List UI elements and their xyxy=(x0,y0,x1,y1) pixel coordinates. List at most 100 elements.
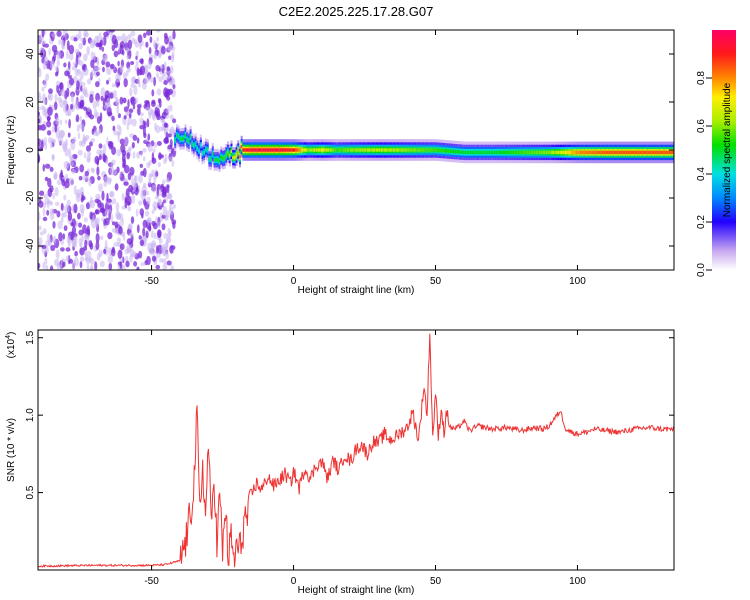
noise-blob xyxy=(121,192,125,201)
trace-cell xyxy=(273,148,276,152)
trace-cell xyxy=(535,150,538,155)
noise-blob xyxy=(59,263,63,270)
noise-blob xyxy=(126,200,131,206)
noise-blob xyxy=(163,199,166,204)
noise-blob xyxy=(109,92,114,99)
noise-blob xyxy=(56,50,61,60)
trace-cell xyxy=(453,149,456,154)
trace-cell xyxy=(469,150,471,155)
trace-cell xyxy=(245,148,248,152)
trace-cell xyxy=(583,150,586,155)
noise-blob xyxy=(165,240,169,249)
trace-cell xyxy=(549,150,552,155)
trace-cell xyxy=(624,150,626,155)
trace-cell xyxy=(361,148,364,152)
trace-cell xyxy=(193,144,195,148)
noise-blob xyxy=(151,89,155,97)
noise-blob xyxy=(155,65,161,72)
snr-frame xyxy=(37,329,675,571)
trace-cell xyxy=(184,133,187,137)
trace-cell xyxy=(249,148,252,152)
noise-blob xyxy=(96,99,100,107)
noise-blob xyxy=(139,239,145,247)
trace-cell xyxy=(496,150,499,155)
trace-cell xyxy=(564,150,567,155)
trace-cell xyxy=(550,150,553,155)
trace-cell xyxy=(331,148,333,152)
trace-cell xyxy=(668,150,671,155)
trace-cell xyxy=(201,151,204,156)
noise-blob xyxy=(144,121,147,129)
noise-blob xyxy=(60,247,65,252)
noise-blob xyxy=(80,197,84,203)
trace-cell xyxy=(283,148,286,152)
noise-blob xyxy=(72,136,77,143)
trace-cell xyxy=(441,148,444,153)
noise-blob xyxy=(78,176,83,181)
noise-blob xyxy=(101,46,105,52)
noise-blob xyxy=(43,194,48,199)
trace-cell xyxy=(383,148,386,152)
noise-blob xyxy=(158,204,163,210)
noise-blob xyxy=(152,148,156,153)
trace-cell xyxy=(566,150,569,155)
noise-blob xyxy=(153,142,158,149)
noise-blob xyxy=(128,113,132,119)
noise-blob xyxy=(142,148,147,153)
trace-cell xyxy=(649,150,652,155)
trace-cell xyxy=(581,150,584,155)
noise-blob xyxy=(155,30,161,33)
noise-blob xyxy=(71,218,77,228)
x-tick-label: 50 xyxy=(430,276,442,287)
trace-cell xyxy=(659,150,662,155)
trace-cell xyxy=(491,150,494,155)
noise-blob xyxy=(126,122,129,131)
noise-blob xyxy=(116,149,121,157)
trace-cell xyxy=(584,150,587,155)
noise-blob xyxy=(114,183,119,191)
noise-blob xyxy=(59,119,63,126)
noise-blob xyxy=(54,124,58,133)
noise-blob xyxy=(43,202,47,208)
noise-blob xyxy=(86,263,90,270)
trace-cell xyxy=(346,148,349,152)
noise-blob xyxy=(62,261,66,268)
noise-blob xyxy=(106,79,109,85)
noise-blob xyxy=(115,202,120,212)
noise-blob xyxy=(89,93,94,104)
noise-blob xyxy=(38,211,41,222)
trace-cell xyxy=(569,150,572,155)
noise-blob xyxy=(98,154,102,161)
noise-blob xyxy=(95,92,100,102)
noise-blob xyxy=(84,170,90,177)
noise-blob xyxy=(151,220,156,227)
noise-blob xyxy=(39,231,44,236)
colorbar-label: Normalized spectral amplitude xyxy=(722,82,733,217)
trace-cell xyxy=(365,148,368,152)
trace-cell xyxy=(523,150,526,155)
trace-cell xyxy=(470,150,473,155)
trace-cell xyxy=(426,148,429,152)
noise-blob xyxy=(38,118,41,124)
noise-blob xyxy=(97,175,101,181)
trace-cell xyxy=(373,148,376,152)
trace-cell xyxy=(407,148,410,152)
noise-blob xyxy=(130,30,136,37)
noise-blob xyxy=(85,202,90,210)
noise-blob xyxy=(78,42,83,50)
noise-blob xyxy=(128,146,133,151)
trace-cell xyxy=(336,148,339,152)
noise-blob xyxy=(122,72,127,79)
noise-blob xyxy=(43,78,48,89)
noise-blob xyxy=(158,198,163,207)
noise-blob xyxy=(94,198,100,204)
noise-blob xyxy=(70,103,74,110)
trace-cell xyxy=(402,148,405,152)
noise-blob xyxy=(46,130,52,136)
noise-blob xyxy=(151,185,157,193)
noise-blob xyxy=(102,98,106,107)
noise-blob xyxy=(161,223,166,231)
noise-blob xyxy=(152,250,158,255)
trace-cell xyxy=(671,150,674,155)
trace-cell xyxy=(591,150,594,155)
